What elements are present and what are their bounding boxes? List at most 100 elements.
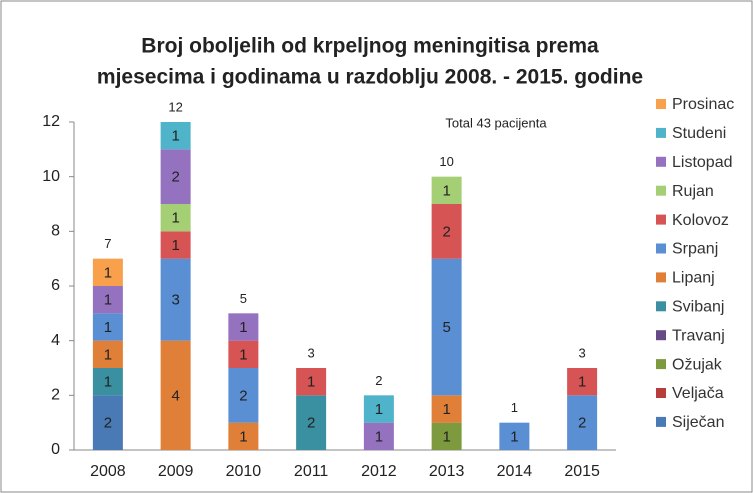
y-tick-label: 0 [51,441,60,458]
data-label: 1 [104,292,112,309]
annotation: Total 43 pacijenta [445,115,547,130]
x-tick-label: 2012 [361,463,397,480]
data-label: 1 [442,401,450,418]
bar-segment [499,422,530,450]
data-label: 1 [171,237,179,254]
bar-segment [363,395,394,423]
data-label: 3 [171,292,179,309]
data-label: 1 [307,374,315,391]
bar-segment [567,368,598,396]
legend-swatch [656,156,666,167]
bar-segment [431,204,462,259]
bar-segment [431,395,462,423]
data-label: 5 [442,319,450,336]
data-label: 1 [239,319,247,336]
data-label: 2 [307,415,315,432]
y-tick-label: 4 [51,332,60,349]
legend-label: Listopad [672,154,733,171]
y-tick-label: 8 [51,223,60,240]
legend-swatch [656,272,666,283]
legend-label: Srpanj [672,241,718,258]
chart-title: Broj oboljelih od krpeljnog meningitisa … [141,35,599,58]
bar-segment [228,422,259,450]
legend-label: Veljača [672,385,724,402]
data-label: 1 [239,428,247,445]
bar-segment [160,258,191,341]
data-label: 2 [104,415,112,432]
total-label: 1 [511,400,518,415]
y-tick-label: 2 [51,387,60,404]
total-label: 7 [104,236,111,251]
data-label: 1 [104,319,112,336]
bar-segment [431,176,462,204]
bar-segment [92,340,123,368]
legend-swatch [656,127,666,138]
data-label: 1 [578,374,586,391]
data-label: 1 [510,428,518,445]
legend-swatch [656,359,666,370]
total-label: 2 [375,373,382,388]
legend-swatch [656,99,666,109]
bar-segment [567,395,598,450]
total-label: 5 [240,291,247,306]
data-label: 1 [104,264,112,281]
data-label: 2 [171,169,179,186]
data-label: 1 [171,128,179,145]
chart-title: mjesecima i godinama u razdoblju 2008. -… [97,66,643,89]
legend-label: Travanj [672,327,725,344]
data-label: 2 [239,387,247,404]
legend-swatch [656,214,666,225]
data-label: 1 [104,374,112,391]
legend-label: Ožujak [672,356,723,373]
data-label: 1 [442,428,450,445]
bar-segment [92,368,123,396]
legend-swatch [656,330,666,341]
x-tick-label: 2013 [429,463,465,480]
x-tick-label: 2008 [90,463,126,480]
legend-label: Svibanj [672,299,724,316]
y-tick-label: 10 [42,168,60,185]
bar-segment [228,368,259,423]
data-label: 1 [104,346,112,363]
x-tick-label: 2014 [497,463,533,480]
legend-label: Kolovoz [672,212,729,229]
data-label: 1 [375,428,383,445]
data-label: 1 [442,182,450,199]
data-label: 4 [171,387,179,404]
data-label: 1 [375,401,383,418]
bar-segment [160,340,191,450]
y-tick-label: 6 [51,277,60,294]
bar-segment [92,313,123,341]
x-tick-label: 2009 [158,463,194,480]
bar-segment [431,422,462,450]
data-label: 2 [442,223,450,240]
bar-segment [431,258,462,396]
legend-swatch [656,301,666,312]
legend-swatch [656,388,666,398]
legend-label: Rujan [672,183,714,200]
total-label: 10 [439,154,453,169]
data-label: 2 [578,415,586,432]
legend-label: Siječan [672,414,724,431]
x-tick-label: 2015 [564,463,600,480]
legend-label: Studeni [672,125,726,142]
total-label: 12 [168,99,182,114]
bar-segment [296,395,327,450]
bar-segment [363,422,394,450]
bar-segment [228,313,259,341]
legend-swatch [656,416,666,427]
total-label: 3 [308,345,315,360]
data-label: 1 [239,346,247,363]
legend-swatch [656,243,666,254]
bar-segment [92,258,123,286]
legend-label: Lipanj [672,270,715,287]
total-label: 3 [579,345,586,360]
x-tick-label: 2010 [226,463,262,480]
bar-segment [160,231,191,259]
bar-segment [160,122,191,150]
data-label: 1 [171,210,179,227]
bar-segment [228,340,259,368]
bar-segment [296,368,327,396]
bar-segment [160,204,191,232]
